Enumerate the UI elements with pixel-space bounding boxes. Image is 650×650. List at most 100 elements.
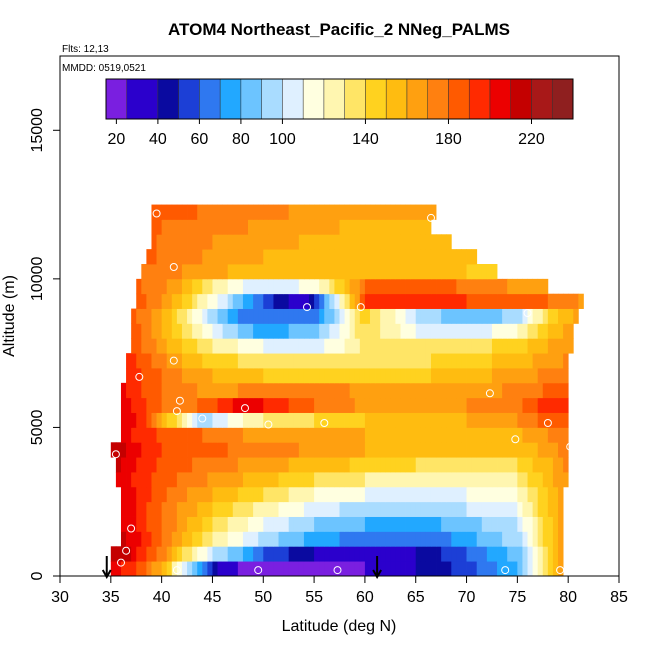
heatmap-cell (263, 472, 269, 488)
heatmap-cell (405, 397, 412, 413)
heatmap-cell (268, 308, 274, 324)
heatmap-cell (283, 457, 290, 473)
heatmap-cell (436, 278, 442, 295)
heatmap-cell (517, 501, 523, 517)
heatmap-cell (395, 323, 401, 339)
heatmap-cell (217, 382, 224, 399)
heatmap-cell (436, 338, 442, 354)
heatmap-cell (309, 486, 315, 503)
heatmap-cell (324, 234, 330, 250)
heatmap-cell (207, 382, 213, 399)
heatmap-cell (242, 546, 249, 562)
heatmap-cell (298, 561, 305, 577)
heatmap-cell (359, 368, 366, 384)
heatmap-cell (522, 531, 528, 547)
heatmap-cell (273, 546, 279, 562)
heatmap-cell (446, 264, 452, 280)
heatmap-cell (288, 561, 295, 577)
heatmap-cell (192, 219, 198, 235)
heatmap-cell (471, 338, 478, 354)
heatmap-cell (461, 323, 467, 339)
heatmap-cell (466, 382, 473, 399)
heatmap-cell (242, 219, 249, 235)
heatmap-cell (136, 323, 142, 339)
heatmap-cell (268, 249, 274, 265)
heatmap-cell (425, 249, 432, 265)
heatmap-cell (558, 382, 564, 399)
heatmap-cell (369, 442, 376, 458)
heatmap-cell (451, 412, 457, 428)
heatmap-cell (552, 338, 559, 354)
heatmap-cell (415, 427, 422, 443)
heatmap-cell (192, 338, 198, 354)
heatmap-cell (115, 442, 122, 458)
heatmap-cell (359, 457, 366, 473)
heatmap-cell (278, 412, 284, 428)
heatmap-cell (359, 293, 366, 309)
heatmap-cell (430, 516, 437, 532)
heatmap-cell (222, 338, 229, 354)
heatmap-cell (481, 546, 488, 562)
heatmap-cell (258, 531, 264, 547)
chart-title: ATOM4 Northeast_Pacific_2 NNeg_PALMS (168, 20, 510, 39)
heatmap-cell (253, 264, 259, 280)
heatmap-cell (471, 353, 478, 369)
heatmap-cell (456, 516, 462, 532)
heatmap-cell (542, 442, 549, 458)
heatmap-cell (303, 486, 310, 503)
heatmap-cell (237, 561, 244, 577)
heatmap-cell (349, 368, 356, 384)
heatmap-cell (258, 293, 264, 309)
heatmap-cell (115, 472, 122, 488)
heatmap-cell (430, 427, 437, 443)
heatmap-cell (303, 353, 310, 369)
heatmap-cell (329, 382, 335, 399)
heatmap-cell (380, 546, 386, 562)
heatmap-cell (161, 368, 168, 384)
heatmap-cell (441, 308, 447, 324)
heatmap-cell (410, 323, 417, 339)
heatmap-cell (227, 368, 234, 384)
heatmap-cell (537, 353, 544, 369)
heatmap-cell (222, 264, 229, 280)
heatmap-cell (222, 546, 229, 562)
heatmap-cell (415, 501, 422, 517)
heatmap-cell (131, 397, 137, 413)
heatmap-cell (324, 249, 330, 265)
heatmap-cell (136, 442, 142, 458)
heatmap-cell (258, 382, 264, 399)
heatmap-cell (293, 397, 300, 413)
heatmap-cell (430, 338, 437, 354)
heatmap-cell (400, 546, 406, 562)
heatmap-cell (253, 323, 259, 339)
heatmap-cell (481, 486, 488, 503)
heatmap-cell (395, 204, 401, 220)
heatmap-cell (491, 397, 498, 413)
heatmap-cell (319, 427, 325, 443)
heatmap-cell (232, 442, 239, 458)
heatmap-cell (466, 323, 473, 339)
heatmap-cell (380, 293, 386, 309)
heatmap-cell (202, 457, 208, 473)
heatmap-cell (263, 501, 269, 517)
heatmap-cell (349, 546, 356, 562)
heatmap-cell (242, 561, 249, 577)
heatmap-cell (278, 234, 284, 250)
heatmap-cell (385, 264, 391, 280)
heatmap-cell (273, 397, 279, 413)
heatmap-cell (227, 293, 234, 309)
heatmap-cell (273, 353, 279, 369)
heatmap-cell (476, 457, 483, 473)
heatmap-cell (181, 353, 188, 369)
heatmap-cell (486, 501, 493, 517)
heatmap-cell (400, 427, 406, 443)
heatmap-cell (146, 442, 152, 458)
heatmap-cell (380, 382, 386, 399)
heatmap-cell (273, 219, 279, 235)
heatmap-cell (502, 516, 508, 532)
heatmap-cell (156, 204, 163, 220)
heatmap-cell (237, 516, 244, 532)
heatmap-cell (502, 382, 508, 399)
heatmap-cell (187, 293, 193, 309)
heatmap-cell (161, 308, 168, 324)
